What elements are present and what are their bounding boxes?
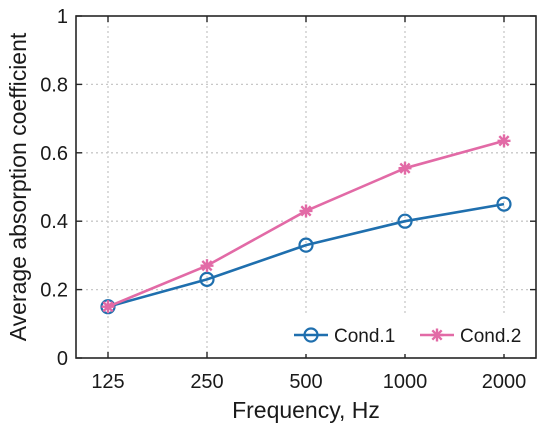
legend-item-2: Cond.2 bbox=[420, 326, 521, 347]
data-point bbox=[101, 300, 115, 314]
x-tick-label: 125 bbox=[91, 371, 124, 393]
data-point-stroke bbox=[431, 329, 443, 341]
y-tick-label: 0.6 bbox=[40, 143, 68, 165]
data-point bbox=[303, 327, 319, 343]
y-tick-label: 0 bbox=[57, 348, 68, 370]
data-point bbox=[398, 161, 412, 175]
data-point-stroke bbox=[201, 260, 213, 272]
series-1 bbox=[100, 196, 512, 315]
data-point bbox=[397, 213, 413, 229]
series-layer bbox=[100, 134, 512, 315]
x-tick-label: 1000 bbox=[383, 371, 428, 393]
data-point bbox=[497, 134, 511, 148]
series-line bbox=[107, 202, 505, 308]
data-point bbox=[200, 259, 214, 273]
grid bbox=[76, 16, 536, 358]
x-tick-label: 2000 bbox=[482, 371, 527, 393]
data-point bbox=[199, 271, 215, 287]
data-point-stroke bbox=[399, 162, 411, 174]
data-point bbox=[496, 196, 512, 212]
legend-label: Cond.1 bbox=[334, 326, 395, 347]
data-point bbox=[298, 237, 314, 253]
legend-label: Cond.2 bbox=[460, 326, 521, 347]
series-2 bbox=[101, 134, 511, 314]
legend: Cond.1 Cond.2 bbox=[288, 316, 534, 354]
y-tick-label: 0.2 bbox=[40, 280, 68, 302]
y-tick-label: 0.8 bbox=[40, 74, 68, 96]
data-point-stroke bbox=[102, 301, 114, 313]
x-tick-label: 500 bbox=[289, 371, 322, 393]
ticks: 0 0.2 0.4 0.6 0.8 1 125 250 500 1000 2000 bbox=[40, 6, 536, 393]
data-point-stroke bbox=[498, 135, 510, 147]
y-tick-label: 0.4 bbox=[40, 211, 68, 233]
y-tick-label: 1 bbox=[57, 6, 68, 28]
legend-box bbox=[288, 316, 534, 354]
legend-item-1: Cond.1 bbox=[294, 326, 395, 347]
data-point bbox=[430, 328, 444, 342]
data-point-stroke bbox=[300, 205, 312, 217]
x-tick-label: 250 bbox=[190, 371, 223, 393]
x-axis-label: Frequency, Hz bbox=[232, 397, 380, 423]
y-axis-label: Average absorption coefficient bbox=[5, 32, 31, 341]
data-point bbox=[299, 204, 313, 218]
